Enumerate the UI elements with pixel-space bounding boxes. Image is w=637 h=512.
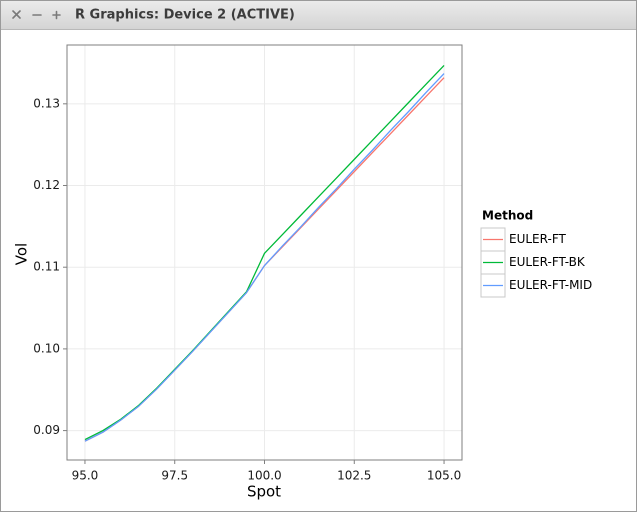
maximize-button[interactable]	[52, 10, 61, 20]
y-tick-label: 0.10	[33, 341, 60, 355]
series-line	[84, 73, 445, 442]
y-tick-label: 0.12	[33, 178, 60, 192]
y-tick-label: 0.11	[33, 260, 60, 274]
x-tick-label: 105.0	[427, 469, 461, 483]
x-tick-label: 100.0	[247, 469, 281, 483]
legend-label: EULER-FT	[509, 232, 567, 246]
window-title: R Graphics: Device 2 (ACTIVE)	[75, 8, 295, 23]
legend-title: Method	[482, 209, 533, 223]
x-tick-label: 97.5	[161, 469, 188, 483]
x-tick-label: 95.0	[72, 469, 99, 483]
title-bar	[0, 0, 637, 29]
y-tick-label: 0.09	[33, 423, 60, 437]
y-axis-label: Vol	[13, 243, 31, 265]
y-tick-label: 0.13	[33, 96, 60, 110]
x-tick-label: 102.5	[337, 469, 371, 483]
close-button[interactable]	[12, 10, 21, 19]
x-axis-label: Spot	[247, 483, 281, 501]
legend-label: EULER-FT-MID	[509, 278, 592, 292]
plot-border	[66, 44, 463, 461]
legend-label: EULER-FT-BK	[509, 255, 586, 269]
